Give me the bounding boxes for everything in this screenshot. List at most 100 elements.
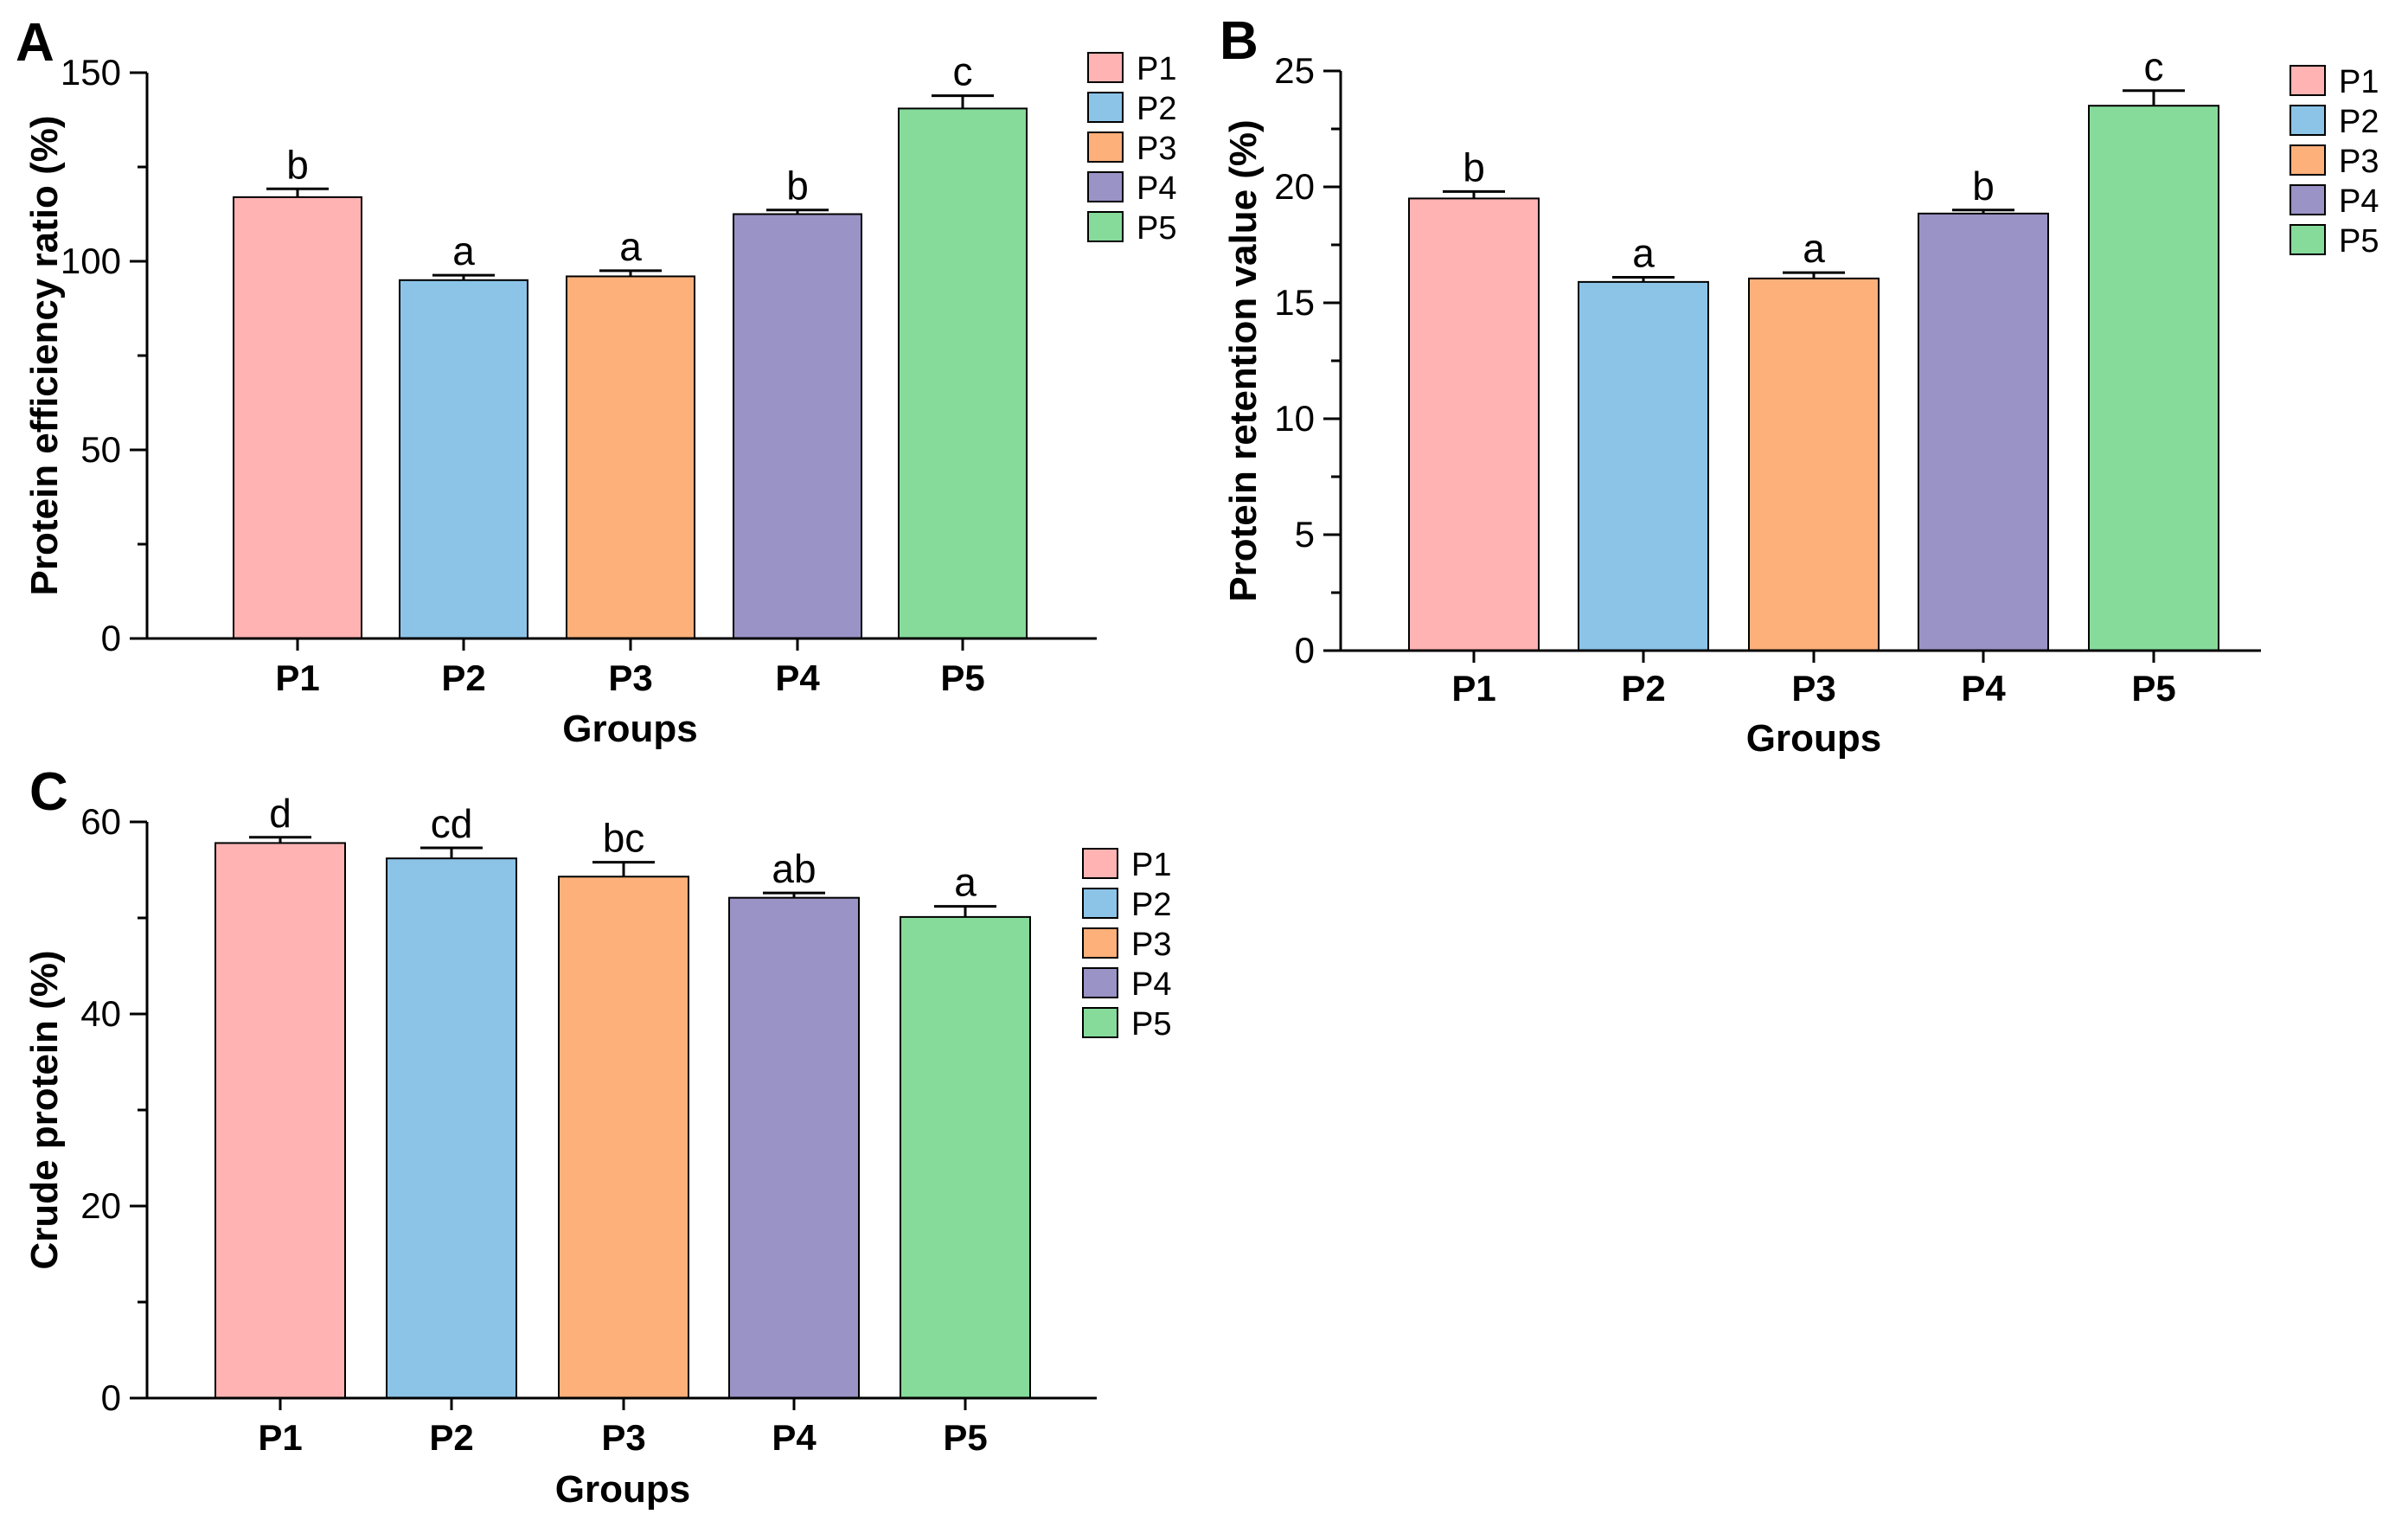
x-tick-label-p4: P4 bbox=[775, 658, 820, 698]
significance-label-p2: a bbox=[452, 228, 475, 273]
chart-panel-a: Ab P1 a P2 a P3 b P4 c P5 0 50 100 150 Protein efficie… bbox=[16, 13, 1176, 750]
y-tick-label: 0 bbox=[101, 1377, 121, 1418]
x-tick-label-p2: P2 bbox=[429, 1417, 473, 1458]
x-tick-label-p2: P2 bbox=[441, 658, 485, 698]
legend-swatch-p4 bbox=[1082, 967, 1118, 998]
y-tick-label: 5 bbox=[1295, 514, 1315, 555]
y-axis-title: Protein efficiency ratio (%) bbox=[23, 115, 66, 595]
significance-label-p1: b bbox=[286, 142, 309, 187]
legend-swatch-p4 bbox=[1087, 171, 1124, 202]
legend-label-p5: P5 bbox=[2339, 223, 2379, 260]
x-tick-label-p3: P3 bbox=[1791, 668, 1835, 709]
bar-p2 bbox=[399, 279, 528, 639]
bar-p3 bbox=[1748, 277, 1880, 651]
bar-p5 bbox=[900, 915, 1031, 1399]
bar-p5 bbox=[2088, 105, 2219, 651]
legend-label-p3: P3 bbox=[1137, 131, 1176, 167]
x-tick-label-p1: P1 bbox=[1451, 668, 1495, 709]
legend-swatch-p1 bbox=[2290, 65, 2326, 96]
y-tick-label: 10 bbox=[1274, 398, 1315, 439]
legend-label-p3: P3 bbox=[2339, 144, 2379, 180]
significance-label-p2: cd bbox=[431, 801, 473, 846]
panel-letter: A bbox=[16, 13, 54, 73]
bar-p4 bbox=[733, 213, 862, 639]
legend-swatch-p2 bbox=[2290, 105, 2326, 136]
bar-p2 bbox=[1578, 280, 1709, 651]
x-tick-label-p1: P1 bbox=[258, 1417, 302, 1458]
legend-swatch-p3 bbox=[2290, 144, 2326, 176]
significance-label-p5: c bbox=[2144, 44, 2164, 89]
significance-label-p5: a bbox=[954, 860, 977, 905]
legend-label-p2: P2 bbox=[1137, 91, 1176, 127]
legend-swatch-p2 bbox=[1082, 888, 1118, 919]
legend-swatch-p1 bbox=[1082, 848, 1118, 879]
x-tick-label-p3: P3 bbox=[601, 1417, 645, 1458]
bar-p5 bbox=[898, 107, 1028, 640]
legend-label-p4: P4 bbox=[2339, 183, 2379, 220]
bar-p2 bbox=[386, 857, 517, 1399]
legend-swatch-p3 bbox=[1087, 132, 1124, 163]
x-tick-label-p5: P5 bbox=[940, 658, 984, 698]
bar-p1 bbox=[233, 196, 362, 639]
x-axis-title: Groups bbox=[1746, 717, 1881, 760]
legend-swatch-p5 bbox=[1082, 1007, 1118, 1038]
x-tick-label-p5: P5 bbox=[2131, 668, 2175, 709]
y-tick-label: 20 bbox=[80, 1185, 121, 1226]
y-axis-title: Crude protein (%) bbox=[23, 950, 66, 1269]
legend-label-p1: P1 bbox=[1137, 51, 1176, 87]
y-tick-label: 150 bbox=[61, 52, 121, 93]
x-axis-title: Groups bbox=[555, 1468, 690, 1511]
legend-label-p2: P2 bbox=[2339, 104, 2379, 140]
legend-swatch-p3 bbox=[1082, 927, 1118, 959]
significance-label-p4: b bbox=[1972, 164, 1995, 209]
legend-label-p4: P4 bbox=[1131, 966, 1171, 1003]
significance-label-p4: ab bbox=[772, 846, 816, 891]
legend-label-p1: P1 bbox=[2339, 64, 2379, 100]
significance-label-p1: b bbox=[1463, 144, 1485, 189]
bar-p3 bbox=[566, 275, 695, 639]
x-tick-label-p1: P1 bbox=[275, 658, 319, 698]
y-tick-label: 100 bbox=[61, 241, 121, 281]
x-tick-label-p3: P3 bbox=[608, 658, 652, 698]
y-tick-label: 50 bbox=[80, 429, 121, 470]
legend-label-p4: P4 bbox=[1137, 170, 1176, 207]
significance-label-p5: c bbox=[953, 49, 973, 94]
legend-swatch-p4 bbox=[2290, 184, 2326, 215]
significance-label-p3: bc bbox=[603, 816, 645, 861]
legend-swatch-p1 bbox=[1087, 52, 1124, 83]
significance-label-p3: a bbox=[619, 224, 642, 269]
y-tick-label: 25 bbox=[1274, 50, 1315, 91]
panel-letter: C bbox=[29, 762, 68, 822]
x-tick-label-p4: P4 bbox=[772, 1417, 817, 1458]
y-tick-label: 15 bbox=[1274, 282, 1315, 323]
bar-p4 bbox=[728, 896, 860, 1399]
significance-label-p3: a bbox=[1803, 226, 1825, 271]
legend-swatch-p2 bbox=[1087, 92, 1124, 123]
significance-label-p1: d bbox=[269, 791, 291, 836]
legend-label-p5: P5 bbox=[1137, 210, 1176, 247]
x-axis-title: Groups bbox=[562, 708, 697, 750]
legend-label-p3: P3 bbox=[1131, 927, 1171, 963]
significance-label-p4: b bbox=[786, 164, 809, 209]
legend-label-p1: P1 bbox=[1131, 847, 1171, 883]
bar-p3 bbox=[558, 876, 689, 1399]
y-axis-title: Protein retention value (%) bbox=[1222, 119, 1265, 601]
y-tick-label: 60 bbox=[80, 801, 121, 842]
y-tick-label: 40 bbox=[80, 993, 121, 1034]
bar-p1 bbox=[215, 842, 346, 1399]
x-tick-label-p4: P4 bbox=[1961, 668, 2006, 709]
legend-label-p5: P5 bbox=[1131, 1006, 1171, 1043]
bar-p1 bbox=[1408, 197, 1540, 651]
x-tick-label-p2: P2 bbox=[1621, 668, 1665, 709]
y-tick-label: 0 bbox=[101, 618, 121, 658]
legend-swatch-p5 bbox=[1087, 211, 1124, 242]
significance-label-p2: a bbox=[1632, 231, 1655, 276]
legend-label-p2: P2 bbox=[1131, 887, 1171, 923]
panel-letter: B bbox=[1220, 11, 1258, 71]
bar-p4 bbox=[1918, 212, 2049, 651]
